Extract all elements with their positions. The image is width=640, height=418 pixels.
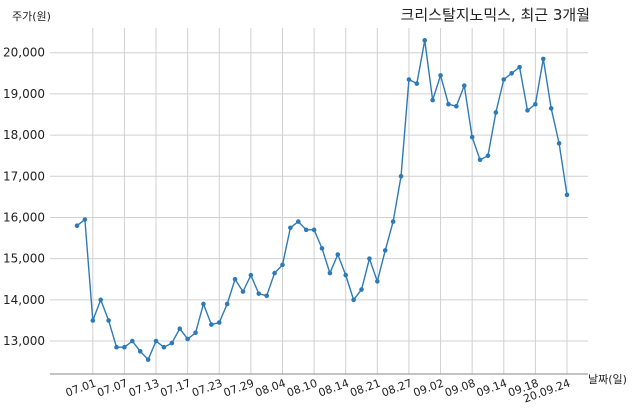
data-point <box>351 297 356 303</box>
data-point <box>548 106 554 111</box>
data-point <box>177 326 183 331</box>
data-point <box>145 357 151 362</box>
data-point <box>477 157 483 163</box>
data-point <box>414 81 420 86</box>
x-tick-label: 08.27 <box>380 377 414 400</box>
data-point <box>240 289 246 294</box>
x-tick-labels: 07.0107.0707.1307.1707.2307.2908.0408.10… <box>64 377 572 406</box>
data-point <box>137 349 143 354</box>
data-point <box>122 344 127 350</box>
data-point <box>295 219 301 224</box>
data-point <box>454 103 459 109</box>
x-tick-label: 09.14 <box>475 377 509 400</box>
series <box>74 38 570 362</box>
data-point <box>224 301 230 307</box>
data-point <box>493 110 499 115</box>
data-point <box>398 173 404 179</box>
data-point <box>517 64 522 70</box>
data-point <box>327 270 333 276</box>
y-tick-label: 18,000 <box>3 128 45 142</box>
x-tick-label: 07.07 <box>95 377 129 400</box>
data-point <box>272 270 277 276</box>
data-point <box>185 336 190 342</box>
x-tick-label: 07.13 <box>127 377 161 400</box>
data-point <box>335 252 341 257</box>
y-tick-label: 15,000 <box>3 252 45 266</box>
data-point <box>430 97 435 103</box>
data-point <box>106 318 111 323</box>
data-point <box>169 340 175 346</box>
x-tick-label: 09.02 <box>412 377 446 400</box>
y-tick-label: 14,000 <box>3 293 45 307</box>
data-point <box>564 192 570 198</box>
data-point <box>525 108 530 113</box>
x-tick-label: 07.23 <box>190 377 224 400</box>
data-point <box>280 262 285 268</box>
data-point <box>446 101 451 107</box>
data-point <box>319 246 325 251</box>
data-point <box>161 344 167 350</box>
data-point <box>98 297 104 303</box>
y-tick-label: 16,000 <box>3 210 45 224</box>
data-point <box>216 320 222 325</box>
data-point <box>248 272 254 278</box>
x-tick-label: 07.17 <box>159 377 193 400</box>
y-tick-label: 13,000 <box>3 334 45 348</box>
data-point <box>382 248 388 253</box>
data-point <box>256 291 262 296</box>
data-point <box>367 256 372 261</box>
data-point <box>303 227 309 233</box>
grid <box>50 28 588 374</box>
data-point <box>556 141 562 146</box>
series-line <box>76 40 568 361</box>
data-point <box>533 101 538 107</box>
data-point <box>343 272 349 278</box>
data-point <box>232 276 238 282</box>
x-tick-label: 08.21 <box>348 377 382 400</box>
data-point <box>90 318 96 323</box>
data-point <box>359 287 364 292</box>
data-point <box>501 77 507 82</box>
data-point <box>461 83 467 88</box>
chart-title: 크리스탈지노믹스, 최근 3개월 <box>401 6 590 24</box>
y-tick-labels: 13,000 14,000 15,000 16,000 17,000 18,000 19,0… <box>3 46 45 348</box>
data-point <box>438 73 443 78</box>
x-tick-label: 08.04 <box>253 377 287 400</box>
x-axis-label: 날짜(일) <box>588 372 627 386</box>
x-tick-label: 07.01 <box>64 377 98 400</box>
y-axis-label: 주가(원) <box>12 10 51 23</box>
data-point <box>485 153 491 158</box>
data-point <box>193 330 198 336</box>
x-tick-label: 07.29 <box>222 377 256 400</box>
data-point <box>288 225 293 231</box>
data-point <box>390 219 396 224</box>
data-point <box>130 338 135 344</box>
data-point <box>509 71 514 76</box>
data-point <box>540 56 546 62</box>
data-point <box>311 227 317 233</box>
x-tick-label: 08.14 <box>317 377 351 400</box>
data-point <box>114 344 119 350</box>
data-point <box>406 77 412 82</box>
x-tick-label: 09.08 <box>443 377 477 400</box>
data-point <box>469 134 475 140</box>
data-point <box>201 301 206 307</box>
data-point <box>74 223 80 229</box>
data-point <box>153 338 159 344</box>
y-tick-label: 19,000 <box>3 87 45 101</box>
data-point <box>375 279 380 284</box>
y-tick-label: 17,000 <box>3 169 45 183</box>
data-point <box>82 217 88 222</box>
y-tick-label: 20,000 <box>3 46 45 60</box>
data-point <box>422 38 428 43</box>
x-tick-label: 08.10 <box>285 377 319 400</box>
data-point <box>209 322 214 327</box>
data-point <box>264 293 269 299</box>
